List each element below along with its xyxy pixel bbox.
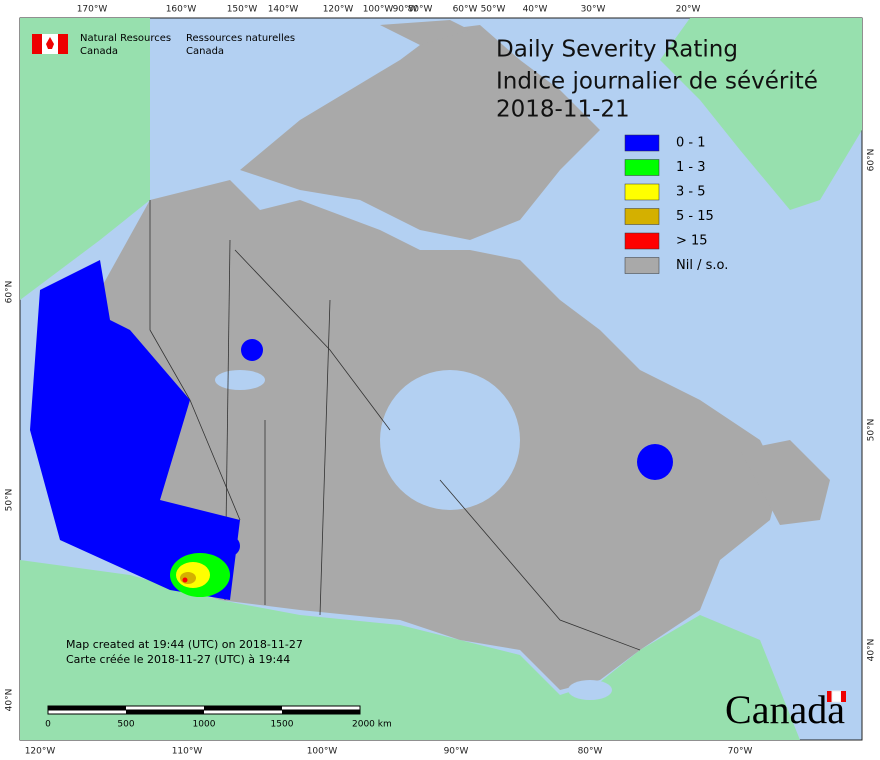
legend-label: 0 - 1 [676, 136, 706, 151]
wordmark-flag [827, 690, 846, 703]
legend-swatch [624, 208, 660, 225]
legend-label: 5 - 15 [676, 209, 714, 224]
latitude-label: 50°N [5, 489, 15, 512]
longitude-label: 20°W [676, 5, 701, 15]
longitude-label: 120°W [25, 747, 56, 757]
legend-swatch [624, 159, 660, 176]
latitude-label: 40°N [867, 639, 877, 662]
lake [215, 370, 265, 390]
newfoundland [740, 440, 830, 525]
rating-area [180, 572, 196, 584]
note: Map created at 19:44 (UTC) on 2018-11-27 [66, 638, 303, 651]
arctic-islands [240, 25, 600, 240]
longitude-label: 150°W [227, 5, 258, 15]
longitude-label: 60°W [453, 5, 478, 15]
longitude-label: 120°W [323, 5, 354, 15]
note: Carte créée le 2018-11-27 (UTC) à 19:44 [66, 653, 290, 666]
scale-label: 1000 [193, 720, 216, 730]
legend-label: 1 - 3 [676, 160, 706, 175]
legend-swatch [624, 183, 660, 201]
boundaries [149, 200, 641, 651]
scale-label: 1500 [271, 720, 294, 730]
legend-label: 3 - 5 [676, 185, 706, 200]
longitude-label: 110°W [172, 747, 203, 757]
hudson-bay [380, 370, 520, 510]
longitude-label: 170°W [77, 5, 108, 15]
longitude-label: 70°W [728, 747, 753, 757]
longitude-label: 80°W [578, 747, 603, 757]
legend-swatch [624, 232, 660, 250]
latitude-label: 40°N [5, 689, 15, 712]
rating-area [182, 577, 188, 583]
longitude-label: 40°W [523, 5, 548, 15]
scale-label: 2000 km [352, 720, 392, 730]
title-line: Daily Severity Rating [496, 37, 738, 63]
longitude-label: 100°W [307, 747, 338, 757]
longitude-label: 80°W [408, 5, 433, 15]
scale-label: 500 [117, 720, 134, 730]
latitude-label: 60°N [867, 149, 877, 172]
legend-swatch [624, 257, 660, 274]
lake [568, 680, 612, 700]
latitude-label: 50°N [867, 419, 877, 442]
wordmark: Canada [725, 687, 845, 732]
longitude-label: 160°W [166, 5, 197, 15]
rating-area [637, 444, 673, 480]
legend-label: > 15 [676, 234, 708, 249]
longitude-label: 30°W [581, 5, 606, 15]
rating-area [30, 260, 240, 600]
longitude-label: 90°W [393, 5, 418, 15]
longitude-label: 90°W [444, 747, 469, 757]
scale-bar [47, 705, 361, 715]
legend-swatch [624, 134, 660, 152]
flag [32, 34, 68, 54]
agency-en: Canada [80, 46, 118, 57]
agency-en: Natural Resources [80, 33, 171, 44]
title-line: 2018-11-21 [496, 97, 630, 123]
agency-fr: Ressources naturelles [186, 33, 295, 44]
legend-label: Nil / s.o. [676, 258, 728, 273]
labels: Natural Resources Canada Ressources nature… [5, 5, 877, 757]
alaska [20, 18, 150, 300]
longitude-label: 50°W [481, 5, 506, 15]
title-line: Indice journalier de sévérité [496, 69, 818, 95]
greenland [660, 18, 862, 210]
agency-fr: Canada [186, 46, 224, 57]
rating-area [241, 339, 263, 361]
longitude-label: 140°W [268, 5, 299, 15]
latitude-label: 60°N [5, 281, 15, 304]
rating-area [220, 536, 240, 556]
ellesmere [380, 20, 470, 45]
longitude-label: 100°W [363, 5, 394, 15]
scale-label: 0 [45, 720, 51, 730]
